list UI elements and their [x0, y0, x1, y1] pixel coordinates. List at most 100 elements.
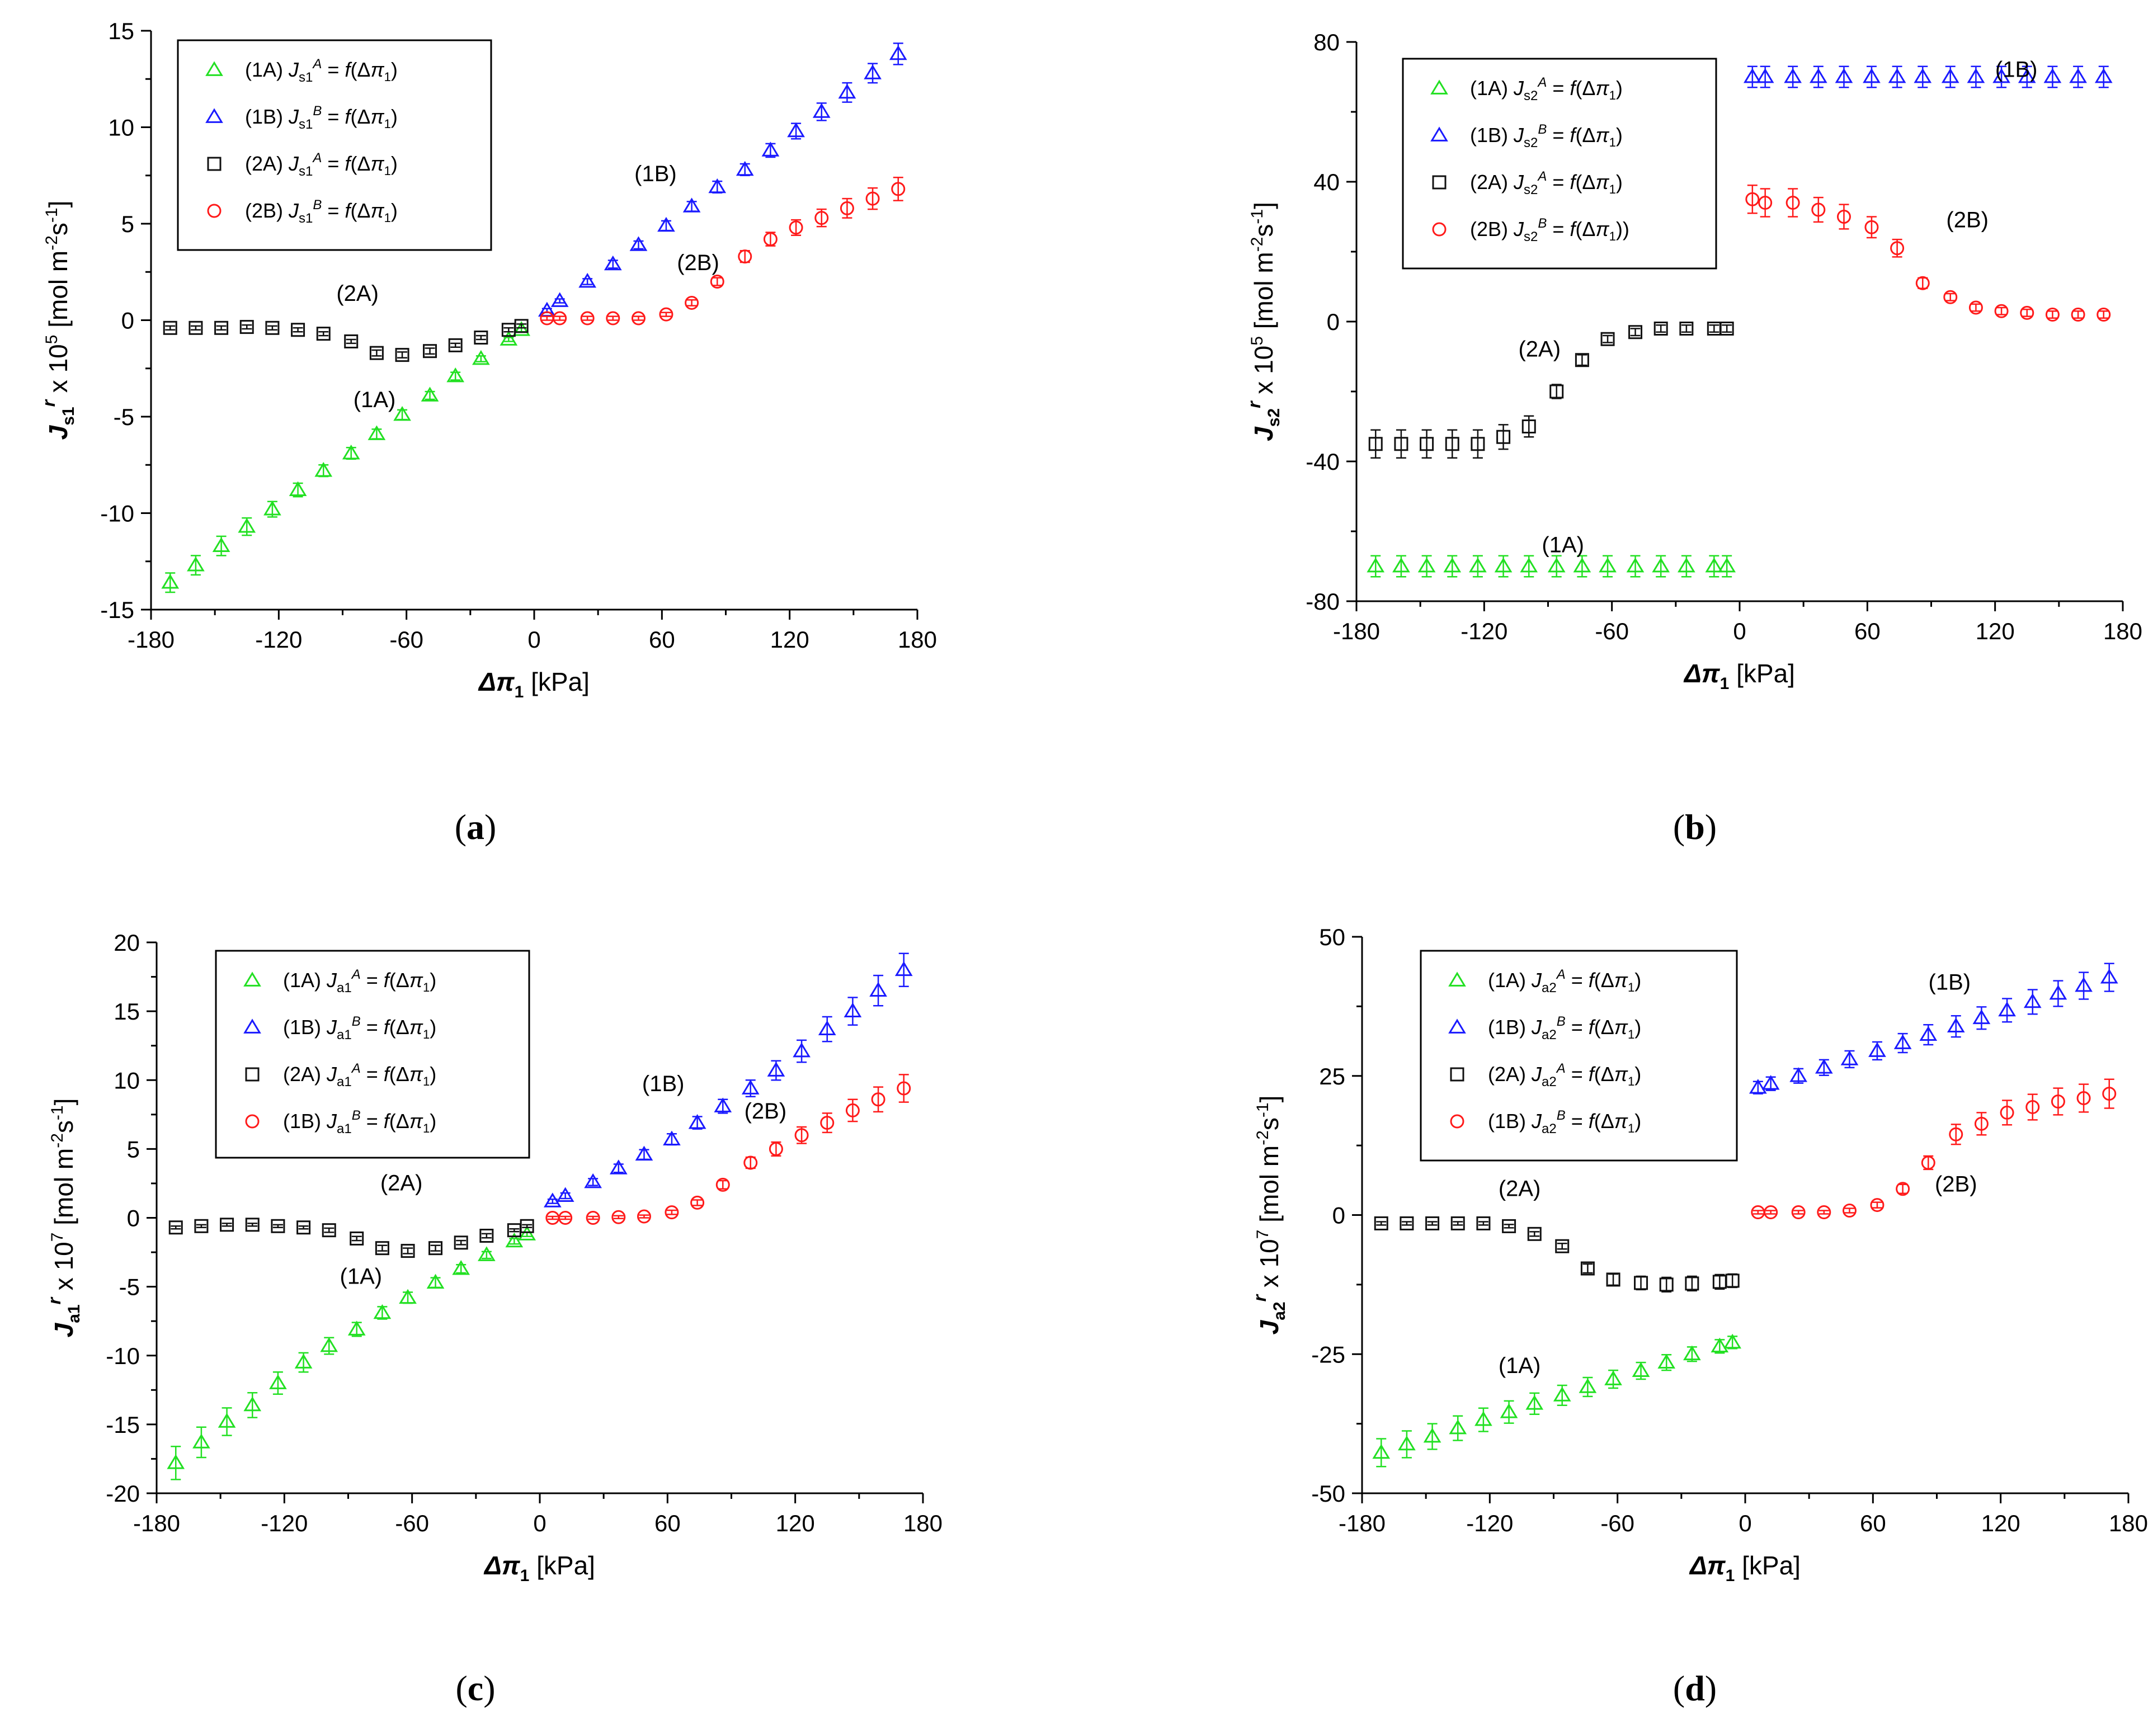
- legend: (1A) Ja1A = f(Δπ1) (1B) Ja1B = f(Δπ1) (2A)…: [215, 950, 530, 1159]
- data-point: [474, 331, 488, 345]
- data-point: [472, 350, 490, 365]
- data-point: [1600, 332, 1615, 346]
- data-point: [1521, 419, 1536, 433]
- data-point: [2045, 308, 2060, 322]
- data-point: [1575, 353, 1589, 367]
- data-point: [1789, 1067, 1807, 1082]
- y-tick-label: 15: [108, 18, 134, 44]
- data-point: [479, 1229, 494, 1243]
- legend-marker: [207, 204, 222, 218]
- data-point: [263, 501, 281, 516]
- data-point: [2000, 1105, 2014, 1120]
- data-point: [1469, 557, 1487, 573]
- data-point: [609, 1159, 628, 1174]
- legend-marker: [1430, 126, 1448, 141]
- data-point: [1972, 1009, 1991, 1025]
- panel-label: (a): [455, 807, 497, 847]
- data-point: [1705, 557, 1723, 573]
- x-tick-label: 120: [770, 626, 809, 653]
- data-point: [1474, 1411, 1492, 1426]
- data-point: [1809, 68, 1827, 83]
- data-point: [1815, 1059, 1833, 1074]
- data-point: [1974, 1116, 1989, 1131]
- x-tick-label: 120: [1981, 1510, 2020, 1536]
- data-point: [743, 1155, 758, 1170]
- data-point: [161, 574, 180, 589]
- data-point: [2094, 68, 2113, 83]
- x-tick-label: -120: [1461, 618, 1507, 644]
- data-point: [401, 1244, 415, 1258]
- data-point: [296, 1220, 311, 1235]
- y-tick-label: 10: [108, 115, 134, 141]
- annotation-label: (2B): [1935, 1172, 1977, 1197]
- data-point: [1868, 1042, 1886, 1057]
- annotation-label: (2B): [677, 251, 719, 275]
- data-point: [1761, 1075, 1780, 1090]
- data-point: [2100, 969, 2118, 984]
- data-point: [710, 275, 724, 289]
- data-point: [864, 64, 882, 79]
- x-tick-label: -180: [1333, 618, 1380, 644]
- legend-label: (1A) Js1A = f(Δπ1): [245, 56, 398, 85]
- data-point: [637, 1209, 651, 1224]
- series-1b: [538, 43, 907, 317]
- legend-marker: [205, 61, 223, 76]
- y-tick-label: 15: [114, 998, 140, 1025]
- data-point: [586, 1211, 600, 1225]
- data-point: [1811, 202, 1826, 217]
- data-point: [1420, 437, 1434, 451]
- data-point: [347, 1320, 366, 1336]
- data-point: [1372, 1443, 1391, 1459]
- data-point: [1817, 1205, 1831, 1220]
- x-tick-label: 60: [649, 626, 675, 653]
- x-tick-label: 180: [898, 626, 937, 653]
- legend-marker: [205, 108, 223, 123]
- series-1b: [1749, 963, 2118, 1095]
- data-point: [512, 321, 531, 336]
- legend-label: (1B) Ja2B = f(Δπ1): [1488, 1108, 1641, 1136]
- data-point: [1968, 300, 1983, 315]
- data-point: [167, 1454, 185, 1469]
- data-point: [1549, 384, 1564, 399]
- x-tick-label: 0: [527, 626, 540, 653]
- y-tick-label: -15: [100, 597, 134, 623]
- data-point: [423, 344, 437, 358]
- legend-marker: [243, 971, 261, 987]
- data-point: [505, 1232, 524, 1248]
- series-2a: [163, 319, 529, 362]
- data-point: [1893, 1034, 1912, 1049]
- data-point: [1525, 1395, 1544, 1410]
- data-point: [794, 1128, 809, 1143]
- x-tick-label: -120: [261, 1510, 308, 1536]
- x-axis-label: Δπ1 [kPa]: [483, 1551, 595, 1585]
- data-point: [2051, 1095, 2065, 1109]
- data-point: [368, 425, 386, 440]
- data-point: [871, 1092, 885, 1107]
- data-point: [2075, 976, 2093, 992]
- data-point: [271, 1219, 285, 1233]
- y-axis-label: Ja2r x 107 [mol m-2s-1]: [1250, 1096, 1289, 1335]
- annotation-label: (2A): [1518, 337, 1561, 362]
- data-point: [342, 444, 360, 460]
- data-point: [2043, 68, 2062, 83]
- series-2b: [1745, 185, 2111, 322]
- data-point: [1599, 557, 1617, 573]
- annotation-label: (1B): [1929, 970, 1971, 995]
- data-point: [793, 1042, 811, 1058]
- data-point: [812, 103, 831, 118]
- data-point: [1580, 1261, 1595, 1276]
- data-point: [239, 320, 254, 334]
- data-point: [1764, 1205, 1778, 1220]
- y-axis-label: Js1r x 105 [mol m-2s-1]: [39, 201, 78, 440]
- data-point: [238, 518, 256, 533]
- x-tick-label: 180: [2109, 1510, 2148, 1536]
- annotation-label: (1B): [1995, 58, 2038, 82]
- data-point: [1745, 192, 1760, 206]
- data-point: [631, 311, 646, 326]
- data-point: [1678, 557, 1695, 573]
- data-point: [763, 232, 778, 247]
- data-point: [426, 1273, 445, 1289]
- data-point: [1890, 241, 1905, 256]
- data-point: [1449, 1419, 1467, 1435]
